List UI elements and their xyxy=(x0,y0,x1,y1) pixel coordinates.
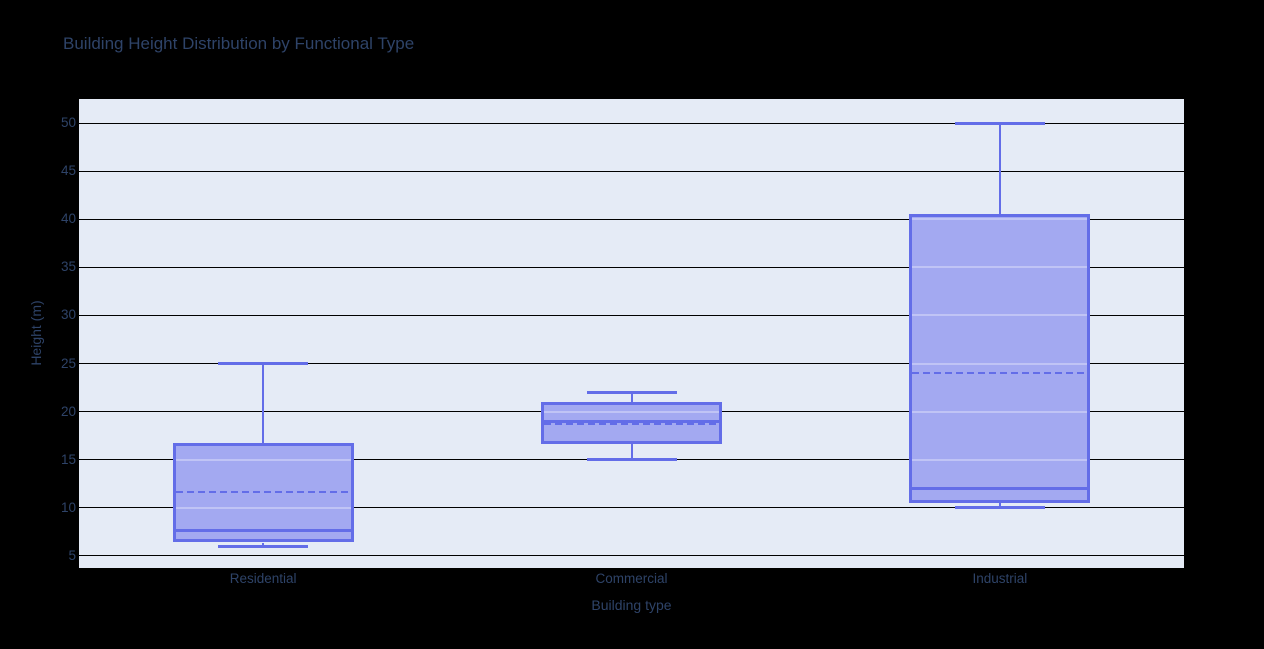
min-whisker-cap xyxy=(586,458,677,462)
min-whisker-cap xyxy=(954,506,1045,510)
max-whisker-cap xyxy=(218,362,309,366)
median-line xyxy=(912,487,1088,491)
y-tick-label: 5 xyxy=(68,547,76,563)
median-line xyxy=(175,529,351,533)
gridline-through-box xyxy=(912,410,1088,413)
x-tick-label: Residential xyxy=(229,571,297,586)
lower-whisker xyxy=(262,542,265,547)
gridline xyxy=(79,266,1184,268)
gridline-through-box xyxy=(912,218,1088,221)
y-tick-label: 45 xyxy=(60,163,76,179)
y-tick-label: 40 xyxy=(60,211,76,227)
lower-whisker xyxy=(998,503,1001,508)
y-tick-label: 10 xyxy=(60,499,76,515)
y-tick-label: 20 xyxy=(60,403,76,419)
upper-whisker xyxy=(998,123,1001,215)
gridline-through-box xyxy=(912,458,1088,461)
y-tick-label: 30 xyxy=(60,307,76,323)
y-tick-label: 25 xyxy=(60,355,76,371)
x-tick-label: Commercial xyxy=(595,571,668,586)
max-whisker-cap xyxy=(586,390,677,394)
y-tick-label: 50 xyxy=(60,115,76,131)
upper-whisker xyxy=(262,363,265,444)
y-tick-label: 15 xyxy=(60,451,76,467)
gridline-through-box xyxy=(544,410,719,413)
gridline xyxy=(79,507,1184,509)
gridline-through-box xyxy=(175,506,351,509)
gridline xyxy=(79,122,1184,124)
gridline-through-box xyxy=(912,362,1088,365)
min-whisker-cap xyxy=(218,544,309,548)
gridline-through-box xyxy=(912,314,1088,317)
mean-line xyxy=(175,491,351,494)
mean-line xyxy=(544,423,719,426)
max-whisker-cap xyxy=(954,121,1045,125)
lower-whisker xyxy=(630,444,633,460)
x-tick-label: Industrial xyxy=(972,571,1028,586)
plot-area xyxy=(79,99,1184,568)
gridline-through-box xyxy=(912,266,1088,269)
gridline xyxy=(79,314,1184,316)
upper-whisker xyxy=(630,392,633,403)
chart-title: Building Height Distribution by Function… xyxy=(63,34,415,53)
gridline xyxy=(79,170,1184,172)
gridline xyxy=(79,218,1184,220)
gridline-through-box xyxy=(175,458,351,461)
iqr-box[interactable] xyxy=(909,214,1091,504)
y-tick-label: 35 xyxy=(60,259,76,275)
median-line xyxy=(544,419,719,423)
mean-line xyxy=(912,372,1088,375)
gridline xyxy=(79,555,1184,557)
gridline xyxy=(79,363,1184,365)
x-axis-title: Building type xyxy=(591,597,672,613)
